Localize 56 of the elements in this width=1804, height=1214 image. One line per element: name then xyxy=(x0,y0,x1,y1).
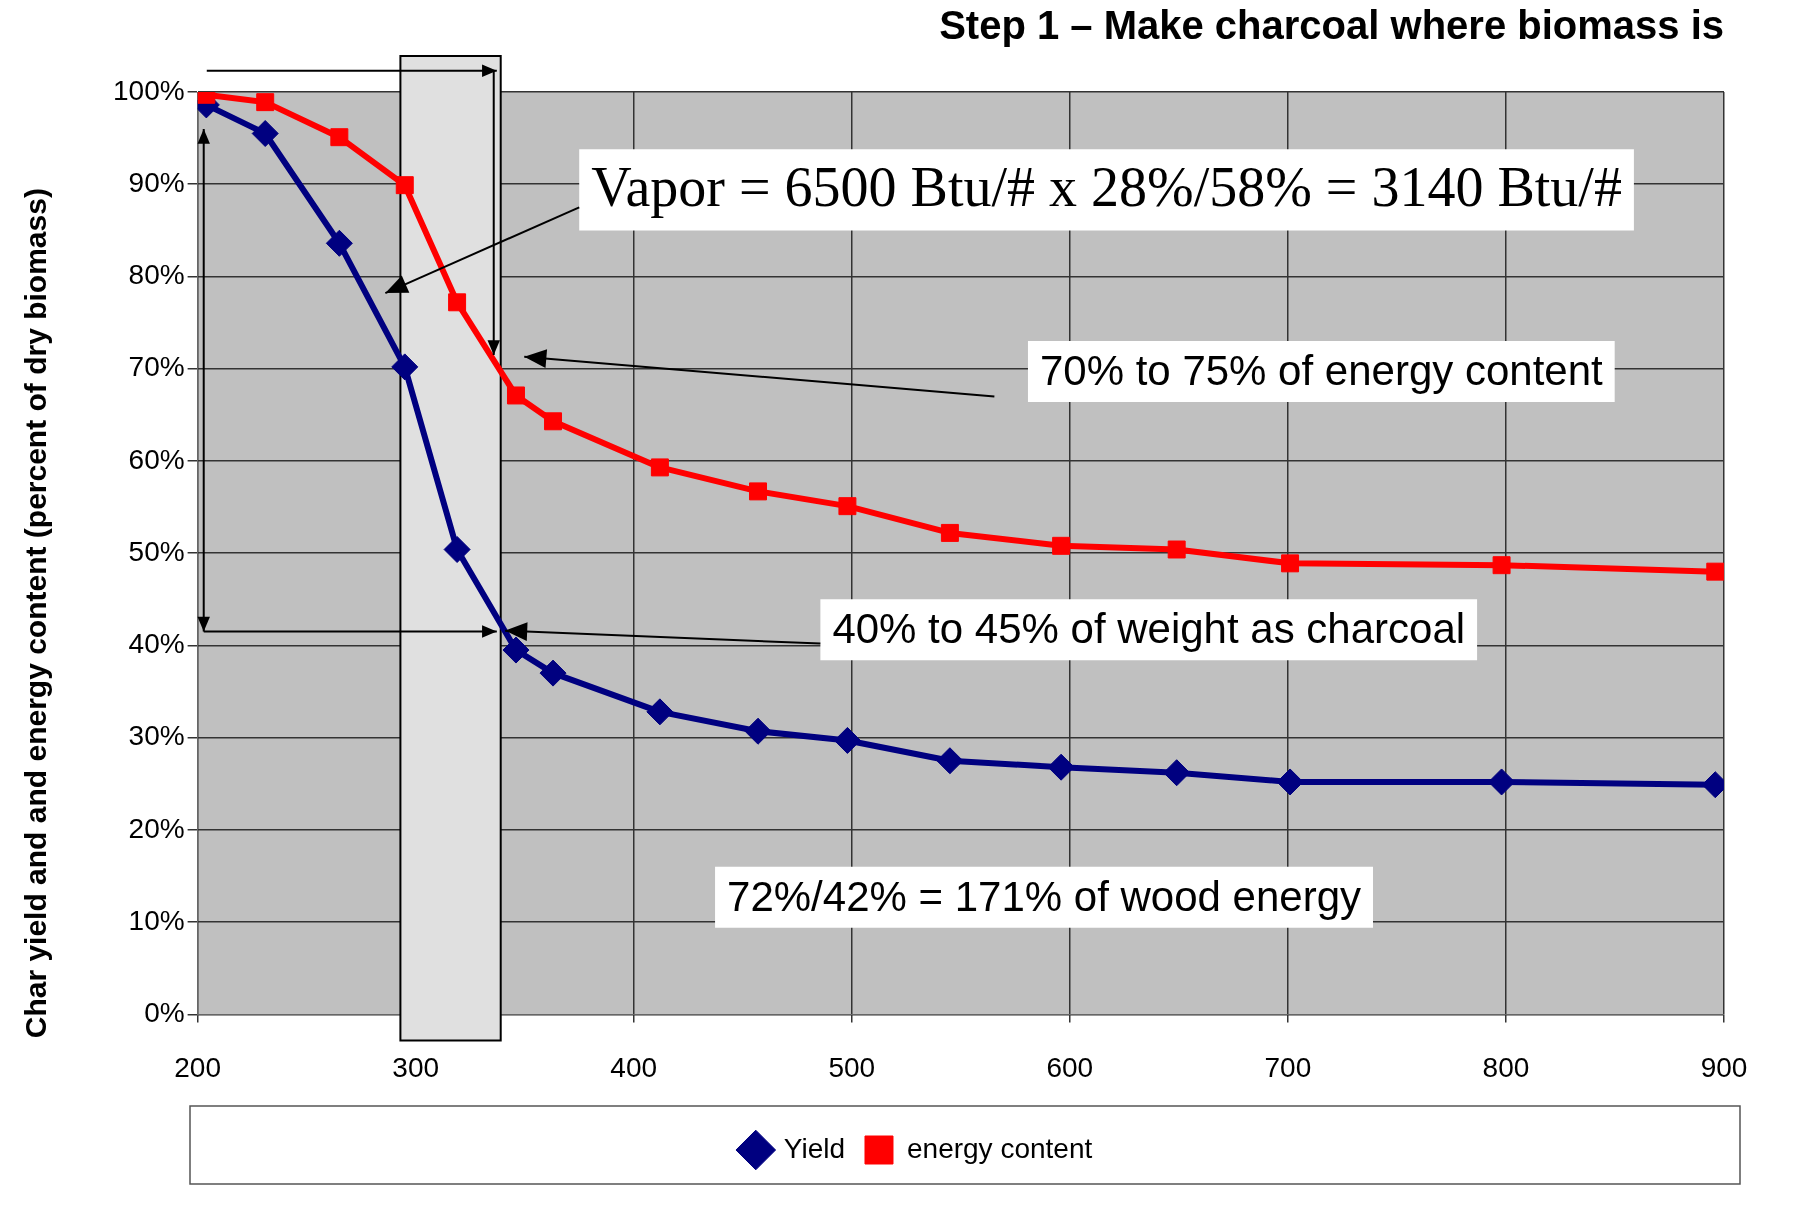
point xyxy=(251,120,279,148)
point xyxy=(646,698,674,726)
point xyxy=(443,536,471,564)
annotation: Vapor = 6500 Btu/# x 28%/58% = 3140 Btu/# xyxy=(591,156,1622,219)
point xyxy=(936,747,964,775)
point xyxy=(838,497,857,516)
x-tick-label: 300 xyxy=(392,1051,440,1083)
point xyxy=(940,523,959,542)
y-tick-label: 100% xyxy=(112,74,185,106)
point xyxy=(544,412,563,431)
y-tick-label: 50% xyxy=(128,535,185,567)
point xyxy=(749,482,767,501)
x-tick-label: 200 xyxy=(174,1051,221,1083)
point xyxy=(502,636,530,664)
legend-label: energy content xyxy=(906,1132,1093,1164)
annotation: 40% to 45% of weight as charcoal xyxy=(832,605,1466,653)
point xyxy=(650,458,669,477)
y-tick-label: 90% xyxy=(128,166,185,198)
y-tick-label: 0% xyxy=(144,997,185,1029)
point xyxy=(391,353,419,381)
point xyxy=(1047,753,1075,781)
y-tick-label: 20% xyxy=(128,812,185,844)
point xyxy=(1281,554,1300,573)
point xyxy=(1163,759,1191,787)
point xyxy=(539,659,567,687)
y-tick-label: 80% xyxy=(128,259,185,291)
point xyxy=(744,717,772,745)
annotation: 70% to 75% of energy content xyxy=(1039,347,1604,395)
x-tick-label: 800 xyxy=(1482,1051,1530,1083)
point xyxy=(395,176,414,195)
y-tick-label: 70% xyxy=(128,351,185,383)
point xyxy=(1052,536,1071,555)
y-tick-label: 10% xyxy=(128,904,185,936)
point xyxy=(833,726,861,754)
point xyxy=(506,386,525,405)
legend-label: Yield xyxy=(783,1132,845,1164)
chart-title: Step 1 – Make charcoal where biomass is xyxy=(939,3,1724,48)
y-tick-label: 30% xyxy=(128,720,185,752)
x-tick-label: 700 xyxy=(1264,1051,1312,1083)
point xyxy=(1706,562,1724,581)
annotation: 72%/42% = 171% of wood energy xyxy=(727,872,1361,920)
y-axis-title: Char yield and and energy content (percent of dry biomass) xyxy=(19,188,53,1039)
point xyxy=(330,128,349,147)
y-tick-label: 40% xyxy=(128,628,185,660)
x-tick-label: 600 xyxy=(1046,1051,1094,1083)
point xyxy=(1488,768,1516,796)
y-tick-label: 60% xyxy=(128,443,185,475)
point xyxy=(256,93,275,112)
point xyxy=(1167,540,1186,559)
x-tick-label: 900 xyxy=(1700,1051,1748,1083)
point xyxy=(325,229,353,257)
point xyxy=(448,293,467,312)
point xyxy=(1492,556,1511,575)
x-tick-label: 500 xyxy=(828,1051,876,1083)
x-tick-label: 400 xyxy=(610,1051,658,1083)
point xyxy=(1276,768,1304,796)
